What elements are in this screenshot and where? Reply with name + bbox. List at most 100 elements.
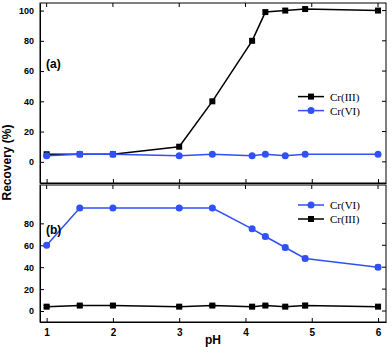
y-tick-mark bbox=[40, 41, 44, 42]
legend-marker bbox=[308, 94, 314, 100]
marker bbox=[76, 205, 83, 212]
x-tick bbox=[47, 179, 48, 183]
y-tick-mark-right bbox=[382, 40, 386, 41]
marker bbox=[282, 152, 289, 159]
marker bbox=[302, 6, 308, 12]
x-tick-mark bbox=[47, 179, 48, 183]
x-tick: 2 bbox=[111, 318, 117, 338]
marker bbox=[209, 205, 216, 212]
x-tick-label: 2 bbox=[111, 327, 117, 338]
x-tick-mark bbox=[179, 318, 180, 322]
x-tick-mark-top bbox=[179, 185, 180, 189]
y-tick-mark-right bbox=[382, 311, 386, 312]
y-axis-line bbox=[40, 4, 41, 184]
marker bbox=[282, 304, 288, 310]
marker bbox=[110, 303, 116, 309]
y-tick: 20 bbox=[24, 285, 44, 295]
error-bar bbox=[302, 303, 308, 307]
series bbox=[43, 205, 381, 271]
x-tick-mark bbox=[245, 179, 246, 183]
x-tick-label: 6 bbox=[376, 327, 382, 338]
y-tick-label: 20 bbox=[24, 127, 34, 137]
y-axis: 0 20 40 60 80 100 bbox=[19, 4, 44, 184]
chart: 020406080100(a)Cr(III)Cr(VI)123456020406… bbox=[0, 0, 392, 347]
y-tick: 60 bbox=[24, 241, 44, 251]
panel-title: (a) bbox=[46, 57, 61, 71]
x-tick-mark-top bbox=[245, 185, 246, 189]
x-tick-label: 1 bbox=[44, 327, 50, 338]
marker bbox=[43, 242, 50, 249]
y-tick-label: 100 bbox=[19, 6, 34, 16]
x-tick-mark-top bbox=[311, 3, 312, 7]
y-tick-mark-right bbox=[382, 10, 386, 11]
x-tick-mark-top bbox=[46, 3, 47, 7]
y-tick: 80 bbox=[24, 219, 44, 229]
marker bbox=[209, 98, 215, 104]
x-axis-line bbox=[41, 183, 387, 184]
y-axis-title: Recovery (%) bbox=[0, 124, 14, 200]
y-tick: 0 bbox=[29, 306, 44, 316]
x-tick-mark-top bbox=[46, 185, 47, 189]
x-tick bbox=[113, 179, 114, 183]
x-tick: 1 bbox=[44, 318, 50, 338]
x-tick-mark-top bbox=[112, 185, 113, 189]
y-tick-label: 0 bbox=[29, 157, 34, 167]
y-tick-label: 60 bbox=[24, 66, 34, 76]
y-tick-mark-right bbox=[382, 71, 386, 72]
marker bbox=[109, 151, 116, 158]
x-tick: 3 bbox=[177, 318, 183, 338]
x-tick-mark bbox=[312, 318, 313, 322]
x-tick: 6 bbox=[376, 318, 382, 338]
x-tick-label: 3 bbox=[177, 327, 183, 338]
y-tick-mark bbox=[40, 289, 44, 290]
y-tick-mark-right bbox=[382, 101, 386, 102]
x-tick-mark-top bbox=[112, 3, 113, 7]
marker bbox=[176, 152, 183, 159]
y-tick: 80 bbox=[24, 36, 44, 46]
marker bbox=[77, 303, 83, 309]
plot-frame bbox=[40, 3, 386, 183]
y-tick-label: 20 bbox=[24, 285, 34, 295]
x-tick-mark bbox=[113, 179, 114, 183]
marker bbox=[176, 304, 182, 310]
y-axis-line bbox=[40, 186, 41, 323]
marker bbox=[375, 264, 382, 271]
y-tick-label: 40 bbox=[24, 97, 34, 107]
legend-label: Cr(III) bbox=[330, 213, 360, 226]
plot-area bbox=[43, 205, 381, 310]
marker bbox=[249, 38, 255, 44]
marker bbox=[262, 151, 269, 158]
x-tick: 5 bbox=[309, 318, 315, 338]
x-tick-mark-top bbox=[311, 185, 312, 189]
panel: 020406080100(a)Cr(III)Cr(VI) bbox=[19, 3, 387, 184]
marker bbox=[176, 205, 183, 212]
legend-marker bbox=[308, 216, 314, 222]
series bbox=[44, 6, 381, 157]
y-tick-label: 80 bbox=[24, 219, 34, 229]
marker bbox=[302, 303, 308, 309]
y-tick-mark bbox=[40, 71, 44, 72]
marker bbox=[375, 304, 381, 310]
marker bbox=[110, 151, 116, 157]
x-tick-label: 4 bbox=[243, 327, 249, 338]
x-tick bbox=[245, 179, 246, 183]
panel: 123456020406080(b)Cr(VI)Cr(III) bbox=[24, 185, 387, 338]
marker bbox=[209, 303, 215, 309]
y-tick: 100 bbox=[19, 6, 44, 16]
x-axis-line bbox=[41, 322, 387, 323]
series-line bbox=[47, 208, 378, 267]
series bbox=[43, 151, 381, 160]
panel-title: (b) bbox=[46, 223, 61, 237]
x-tick bbox=[378, 179, 379, 183]
marker bbox=[302, 151, 309, 158]
x-tick-mark bbox=[312, 179, 313, 183]
y-tick-mark-right bbox=[382, 223, 386, 224]
marker bbox=[249, 225, 256, 232]
x-tick: 4 bbox=[243, 318, 249, 338]
y-tick-mark bbox=[40, 101, 44, 102]
legend-marker bbox=[308, 202, 315, 209]
x-tick bbox=[179, 179, 180, 183]
marker bbox=[262, 303, 268, 309]
x-tick-label: 5 bbox=[309, 327, 315, 338]
y-tick-mark bbox=[40, 267, 44, 268]
